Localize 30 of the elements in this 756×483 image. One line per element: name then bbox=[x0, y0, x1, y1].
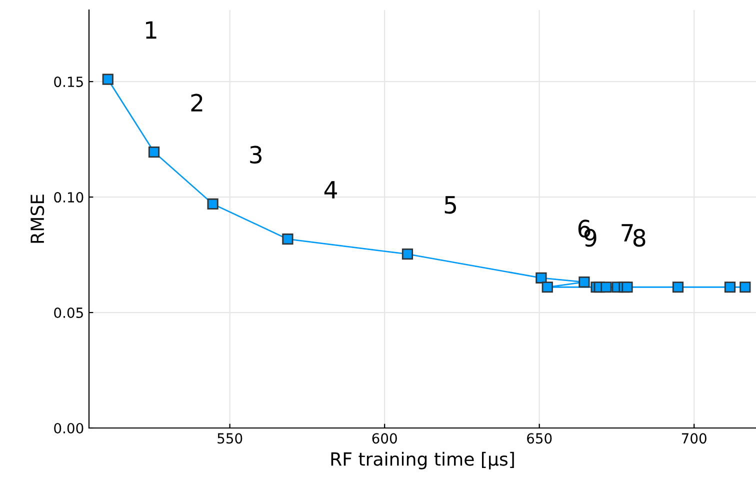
x-tick-label: 550 bbox=[218, 433, 242, 444]
annotation: 1 bbox=[146, 21, 156, 39]
y-tick-label: 0.15 bbox=[54, 76, 83, 88]
y-axis-title: RMSE bbox=[30, 194, 44, 243]
y-tick-label: 0.05 bbox=[54, 308, 83, 318]
point bbox=[102, 74, 114, 85]
point bbox=[740, 282, 751, 293]
point bbox=[578, 276, 590, 288]
y-tick-label: 0.10 bbox=[54, 192, 84, 203]
annotation: 2 bbox=[191, 94, 202, 112]
point bbox=[672, 282, 684, 293]
annotation: 7 bbox=[622, 224, 633, 242]
x-tick-label: 650 bbox=[527, 433, 552, 444]
point bbox=[622, 282, 633, 293]
x-axis-title: RF training time [μs] bbox=[331, 452, 514, 470]
x-tick-label: 700 bbox=[682, 433, 706, 444]
y-tick-label: 0.00 bbox=[54, 422, 84, 434]
x-tick-label: 600 bbox=[372, 433, 397, 444]
point bbox=[600, 282, 612, 293]
point bbox=[402, 248, 414, 260]
annotation: 4 bbox=[324, 181, 337, 198]
point bbox=[207, 198, 218, 210]
point bbox=[536, 272, 547, 284]
annotation: 5 bbox=[444, 196, 456, 214]
point bbox=[282, 234, 294, 245]
point bbox=[724, 282, 736, 293]
point bbox=[148, 146, 160, 158]
annotation: 3 bbox=[250, 146, 262, 164]
point bbox=[542, 282, 553, 293]
annotation: 8 bbox=[633, 228, 646, 247]
